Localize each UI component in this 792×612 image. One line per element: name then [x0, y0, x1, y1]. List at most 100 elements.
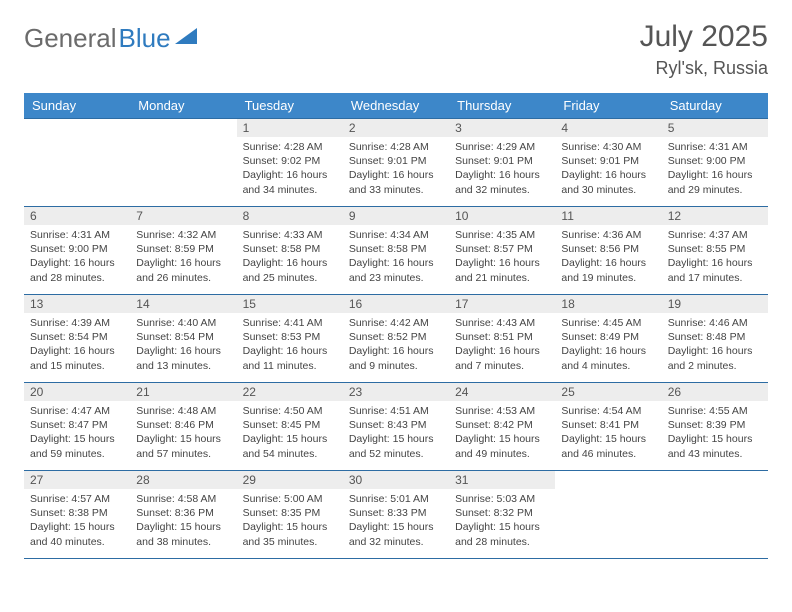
day-cell-27: 27Sunrise: 4:57 AMSunset: 8:38 PMDayligh…: [24, 471, 130, 559]
day-number: 31: [449, 471, 555, 489]
day-cell-13: 13Sunrise: 4:39 AMSunset: 8:54 PMDayligh…: [24, 295, 130, 383]
day-cell-3: 3Sunrise: 4:29 AMSunset: 9:01 PMDaylight…: [449, 119, 555, 207]
logo-text-blue: Blue: [119, 23, 171, 54]
day-details: Sunrise: 4:32 AMSunset: 8:59 PMDaylight:…: [130, 225, 236, 289]
day-details: Sunrise: 5:03 AMSunset: 8:32 PMDaylight:…: [449, 489, 555, 553]
day-details: Sunrise: 4:39 AMSunset: 8:54 PMDaylight:…: [24, 313, 130, 377]
month-title: July 2025: [640, 20, 768, 54]
day-cell-7: 7Sunrise: 4:32 AMSunset: 8:59 PMDaylight…: [130, 207, 236, 295]
day-cell-24: 24Sunrise: 4:53 AMSunset: 8:42 PMDayligh…: [449, 383, 555, 471]
weekday-thursday: Thursday: [449, 93, 555, 119]
day-cell-11: 11Sunrise: 4:36 AMSunset: 8:56 PMDayligh…: [555, 207, 661, 295]
day-details: Sunrise: 4:28 AMSunset: 9:01 PMDaylight:…: [343, 137, 449, 201]
day-cell-2: 2Sunrise: 4:28 AMSunset: 9:01 PMDaylight…: [343, 119, 449, 207]
day-number: 22: [237, 383, 343, 401]
day-cell-5: 5Sunrise: 4:31 AMSunset: 9:00 PMDaylight…: [662, 119, 768, 207]
day-cell-19: 19Sunrise: 4:46 AMSunset: 8:48 PMDayligh…: [662, 295, 768, 383]
day-cell-28: 28Sunrise: 4:58 AMSunset: 8:36 PMDayligh…: [130, 471, 236, 559]
day-number: 23: [343, 383, 449, 401]
weekday-tuesday: Tuesday: [237, 93, 343, 119]
day-number: 29: [237, 471, 343, 489]
day-number: 13: [24, 295, 130, 313]
day-cell-1: 1Sunrise: 4:28 AMSunset: 9:02 PMDaylight…: [237, 119, 343, 207]
day-details: Sunrise: 4:43 AMSunset: 8:51 PMDaylight:…: [449, 313, 555, 377]
day-number: 8: [237, 207, 343, 225]
calendar-row: 13Sunrise: 4:39 AMSunset: 8:54 PMDayligh…: [24, 295, 768, 383]
day-details: Sunrise: 4:31 AMSunset: 9:00 PMDaylight:…: [662, 137, 768, 201]
day-cell-16: 16Sunrise: 4:42 AMSunset: 8:52 PMDayligh…: [343, 295, 449, 383]
day-cell-10: 10Sunrise: 4:35 AMSunset: 8:57 PMDayligh…: [449, 207, 555, 295]
calendar-row: 1Sunrise: 4:28 AMSunset: 9:02 PMDaylight…: [24, 119, 768, 207]
day-number: 28: [130, 471, 236, 489]
day-details: Sunrise: 4:36 AMSunset: 8:56 PMDaylight:…: [555, 225, 661, 289]
empty-cell: [555, 471, 661, 559]
day-cell-23: 23Sunrise: 4:51 AMSunset: 8:43 PMDayligh…: [343, 383, 449, 471]
day-number: 21: [130, 383, 236, 401]
day-number: 27: [24, 471, 130, 489]
day-details: Sunrise: 4:37 AMSunset: 8:55 PMDaylight:…: [662, 225, 768, 289]
day-details: Sunrise: 4:33 AMSunset: 8:58 PMDaylight:…: [237, 225, 343, 289]
weekday-header-row: SundayMondayTuesdayWednesdayThursdayFrid…: [24, 93, 768, 119]
day-cell-12: 12Sunrise: 4:37 AMSunset: 8:55 PMDayligh…: [662, 207, 768, 295]
day-number: 10: [449, 207, 555, 225]
day-number: 14: [130, 295, 236, 313]
day-details: Sunrise: 4:48 AMSunset: 8:46 PMDaylight:…: [130, 401, 236, 465]
calendar-body: 1Sunrise: 4:28 AMSunset: 9:02 PMDaylight…: [24, 119, 768, 559]
day-cell-4: 4Sunrise: 4:30 AMSunset: 9:01 PMDaylight…: [555, 119, 661, 207]
day-number: 2: [343, 119, 449, 137]
day-details: Sunrise: 4:51 AMSunset: 8:43 PMDaylight:…: [343, 401, 449, 465]
day-details: Sunrise: 4:58 AMSunset: 8:36 PMDaylight:…: [130, 489, 236, 553]
day-number: 25: [555, 383, 661, 401]
day-cell-8: 8Sunrise: 4:33 AMSunset: 8:58 PMDaylight…: [237, 207, 343, 295]
day-number: 11: [555, 207, 661, 225]
calendar-row: 27Sunrise: 4:57 AMSunset: 8:38 PMDayligh…: [24, 471, 768, 559]
day-cell-25: 25Sunrise: 4:54 AMSunset: 8:41 PMDayligh…: [555, 383, 661, 471]
day-cell-14: 14Sunrise: 4:40 AMSunset: 8:54 PMDayligh…: [130, 295, 236, 383]
day-details: Sunrise: 4:50 AMSunset: 8:45 PMDaylight:…: [237, 401, 343, 465]
weekday-saturday: Saturday: [662, 93, 768, 119]
day-number: 7: [130, 207, 236, 225]
day-number: 26: [662, 383, 768, 401]
day-cell-31: 31Sunrise: 5:03 AMSunset: 8:32 PMDayligh…: [449, 471, 555, 559]
day-details: Sunrise: 4:53 AMSunset: 8:42 PMDaylight:…: [449, 401, 555, 465]
day-details: Sunrise: 4:41 AMSunset: 8:53 PMDaylight:…: [237, 313, 343, 377]
day-cell-18: 18Sunrise: 4:45 AMSunset: 8:49 PMDayligh…: [555, 295, 661, 383]
day-details: Sunrise: 4:31 AMSunset: 9:00 PMDaylight:…: [24, 225, 130, 289]
day-number: 9: [343, 207, 449, 225]
day-details: Sunrise: 5:00 AMSunset: 8:35 PMDaylight:…: [237, 489, 343, 553]
day-number: 4: [555, 119, 661, 137]
empty-cell: [130, 119, 236, 207]
weekday-monday: Monday: [130, 93, 236, 119]
day-details: Sunrise: 5:01 AMSunset: 8:33 PMDaylight:…: [343, 489, 449, 553]
day-cell-22: 22Sunrise: 4:50 AMSunset: 8:45 PMDayligh…: [237, 383, 343, 471]
day-details: Sunrise: 4:55 AMSunset: 8:39 PMDaylight:…: [662, 401, 768, 465]
header: GeneralBlue July 2025 Ryl'sk, Russia: [24, 20, 768, 79]
day-number: 15: [237, 295, 343, 313]
day-number: 24: [449, 383, 555, 401]
day-details: Sunrise: 4:42 AMSunset: 8:52 PMDaylight:…: [343, 313, 449, 377]
day-number: 19: [662, 295, 768, 313]
day-details: Sunrise: 4:28 AMSunset: 9:02 PMDaylight:…: [237, 137, 343, 201]
day-cell-15: 15Sunrise: 4:41 AMSunset: 8:53 PMDayligh…: [237, 295, 343, 383]
empty-cell: [662, 471, 768, 559]
day-cell-6: 6Sunrise: 4:31 AMSunset: 9:00 PMDaylight…: [24, 207, 130, 295]
day-number: 17: [449, 295, 555, 313]
weekday-wednesday: Wednesday: [343, 93, 449, 119]
day-cell-29: 29Sunrise: 5:00 AMSunset: 8:35 PMDayligh…: [237, 471, 343, 559]
calendar-table: SundayMondayTuesdayWednesdayThursdayFrid…: [24, 93, 768, 559]
day-cell-30: 30Sunrise: 5:01 AMSunset: 8:33 PMDayligh…: [343, 471, 449, 559]
empty-cell: [24, 119, 130, 207]
weekday-friday: Friday: [555, 93, 661, 119]
day-cell-21: 21Sunrise: 4:48 AMSunset: 8:46 PMDayligh…: [130, 383, 236, 471]
day-details: Sunrise: 4:29 AMSunset: 9:01 PMDaylight:…: [449, 137, 555, 201]
day-number: 16: [343, 295, 449, 313]
calendar-row: 20Sunrise: 4:47 AMSunset: 8:47 PMDayligh…: [24, 383, 768, 471]
day-cell-17: 17Sunrise: 4:43 AMSunset: 8:51 PMDayligh…: [449, 295, 555, 383]
day-details: Sunrise: 4:47 AMSunset: 8:47 PMDaylight:…: [24, 401, 130, 465]
day-cell-26: 26Sunrise: 4:55 AMSunset: 8:39 PMDayligh…: [662, 383, 768, 471]
day-details: Sunrise: 4:45 AMSunset: 8:49 PMDaylight:…: [555, 313, 661, 377]
logo-triangle-icon: [175, 20, 197, 51]
title-block: July 2025 Ryl'sk, Russia: [640, 20, 768, 79]
day-details: Sunrise: 4:54 AMSunset: 8:41 PMDaylight:…: [555, 401, 661, 465]
weekday-sunday: Sunday: [24, 93, 130, 119]
